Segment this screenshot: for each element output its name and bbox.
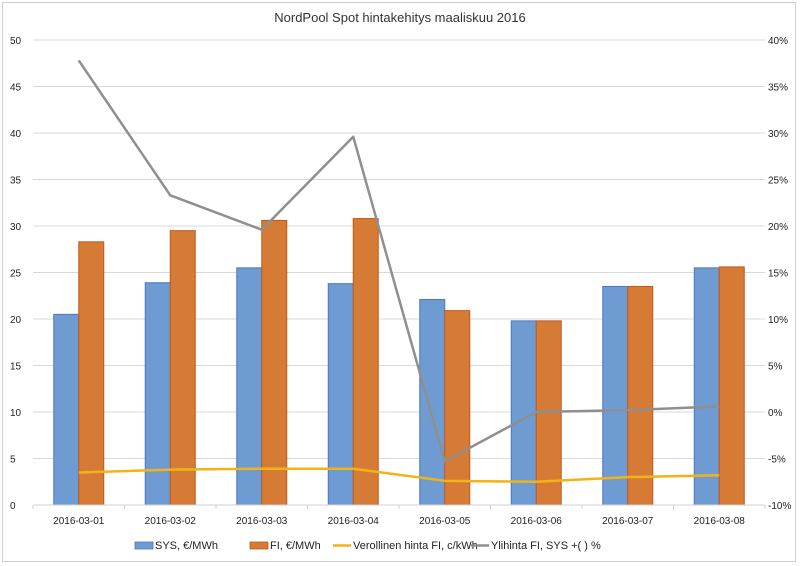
x-tick-label: 2016-03-01 xyxy=(53,516,105,527)
legend-label: Ylihinta FI, SYS +( ) % xyxy=(491,540,601,552)
y-tick-label: 10 xyxy=(10,408,22,419)
bar-sys xyxy=(53,313,80,506)
bar-sys xyxy=(419,298,446,506)
x-tick-label: 2016-03-05 xyxy=(419,516,471,527)
bar-fi xyxy=(627,285,654,506)
x-tick-label: 2016-03-06 xyxy=(511,516,563,527)
legend-swatch-icon xyxy=(134,541,154,550)
x-tick-label: 2016-03-04 xyxy=(328,516,380,527)
legend-label: FI, €/MWh xyxy=(270,540,321,552)
bar-sys xyxy=(236,267,263,506)
y2-tick-label: 25% xyxy=(768,176,788,187)
y-tick-label: 5 xyxy=(10,455,16,466)
bar-sys xyxy=(327,283,354,506)
legend-swatch-icon xyxy=(249,541,269,550)
bar-fi xyxy=(261,219,288,506)
bar-fi xyxy=(444,310,471,506)
gridlines xyxy=(33,39,765,506)
bar-fi xyxy=(718,266,745,506)
chart-title: NordPool Spot hintakehitys maaliskuu 201… xyxy=(274,10,525,25)
y-tick-label: 30 xyxy=(10,222,22,233)
y2-tick-label: 5% xyxy=(768,362,783,373)
y2-tick-label: 40% xyxy=(768,36,788,47)
y2-tick-label: 30% xyxy=(768,129,788,140)
bar-fi xyxy=(352,218,379,506)
y2-tick-label: 10% xyxy=(768,315,788,326)
y-axis-right: -10% -5% 0% 5% 10% 15% 20% 25% 30% 35% 40% xyxy=(768,36,791,512)
y-tick-label: 50 xyxy=(10,36,22,47)
bar-sys xyxy=(602,285,629,506)
bar-fi xyxy=(169,230,196,506)
y2-tick-label: -5% xyxy=(768,455,786,466)
bar-fi xyxy=(78,241,105,506)
y-tick-label: 15 xyxy=(10,362,22,373)
y2-tick-label: 0% xyxy=(768,408,783,419)
legend: SYS, €/MWh FI, €/MWh Verollinen hinta FI, … xyxy=(134,540,601,552)
y2-tick-label: 15% xyxy=(768,269,788,280)
bars xyxy=(53,218,745,506)
x-axis: 2016-03-01 2016-03-02 2016-03-03 2016-03-04… xyxy=(32,504,766,527)
y-tick-label: 25 xyxy=(10,269,22,280)
y-tick-label: 20 xyxy=(10,315,22,326)
legend-label: Verollinen hinta FI, c/kWh xyxy=(353,540,478,552)
y-tick-label: 45 xyxy=(10,83,22,94)
bar-sys xyxy=(693,267,720,506)
lines xyxy=(77,59,720,483)
x-tick-label: 2016-03-08 xyxy=(694,516,746,527)
y-tick-label: 40 xyxy=(10,129,22,140)
line-verollinen xyxy=(78,467,720,483)
y2-tick-label: 35% xyxy=(768,83,788,94)
y2-tick-label: 20% xyxy=(768,222,788,233)
bar-sys xyxy=(144,282,171,506)
x-tick-label: 2016-03-07 xyxy=(602,516,654,527)
x-tick-label: 2016-03-03 xyxy=(236,516,288,527)
x-tick-label: 2016-03-02 xyxy=(145,516,197,527)
y-tick-label: 0 xyxy=(10,501,16,512)
line-ylihinta xyxy=(77,59,720,463)
legend-label: SYS, €/MWh xyxy=(155,540,218,552)
y2-tick-label: -10% xyxy=(768,501,791,512)
y-tick-label: 35 xyxy=(10,176,22,187)
y-axis-left: 0 5 10 15 20 25 30 35 40 45 50 xyxy=(10,36,22,512)
